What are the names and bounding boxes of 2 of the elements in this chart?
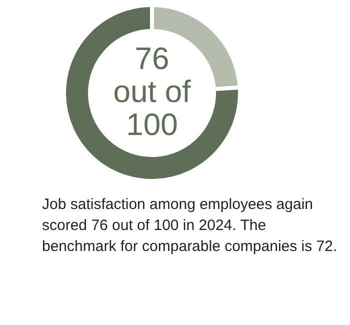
text: Job satisfaction among employees again scored 76 out of 100 in 2024. The benchmark for comparable companies is 72. (42, 196, 338, 255)
text: 76 out of 100 (113, 41, 192, 142)
